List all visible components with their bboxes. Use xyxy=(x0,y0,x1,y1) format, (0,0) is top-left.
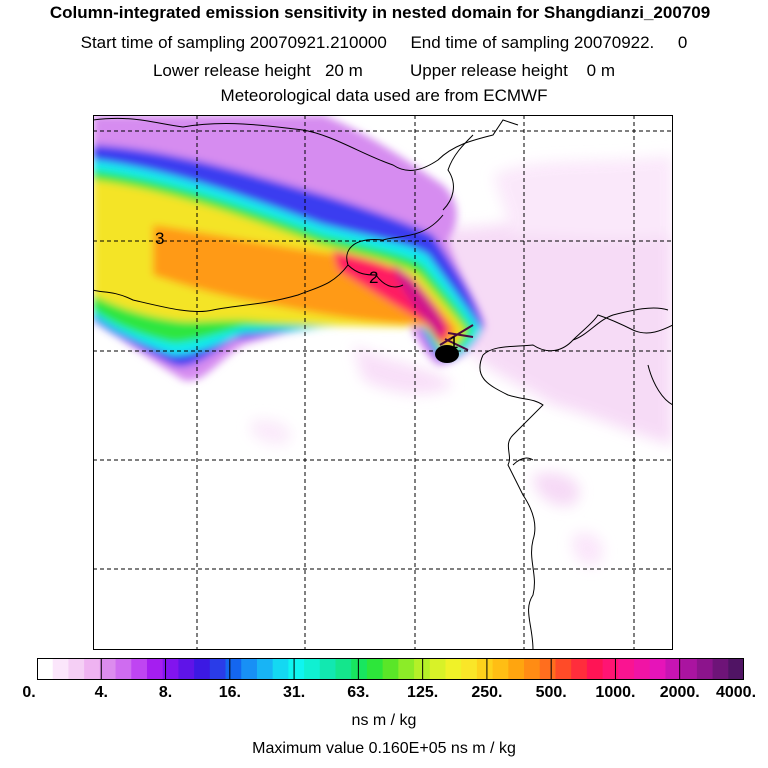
colorbar-cell xyxy=(492,658,509,680)
chart-title: Column-integrated emission sensitivity i… xyxy=(49,3,711,22)
colorbar-cell xyxy=(351,658,368,680)
colorbar-cell xyxy=(52,658,70,680)
coastlines xyxy=(93,117,673,650)
colorbar-cell xyxy=(115,658,132,680)
maximum-value: Maximum value 0.160E+05 ns m / kg xyxy=(252,740,516,757)
colorbar-cell xyxy=(37,658,54,680)
colorbar-cell xyxy=(288,658,305,680)
colorbar-cell xyxy=(634,658,651,680)
day-label-2: 2 xyxy=(369,268,378,287)
colorbar-tick-label: 125. xyxy=(407,684,439,701)
sampling-times: Start time of sampling 20070921.210000 E… xyxy=(80,33,688,52)
colorbar-cell xyxy=(539,658,557,680)
colorbar-cell xyxy=(304,658,321,680)
colorbar-tick-label: 4000. xyxy=(715,684,757,701)
colorbar-major-dividers xyxy=(100,658,681,680)
colorbar-tick-label: 16. xyxy=(218,684,241,701)
colorbar-cell xyxy=(524,658,541,680)
colorbar-cell xyxy=(555,658,572,680)
colorbar-cell xyxy=(571,658,588,680)
low-sensitivity-haze xyxy=(250,155,673,566)
colorbar-tick-label: 4. xyxy=(94,684,108,701)
colorbar-cell xyxy=(178,658,195,680)
colorbar-tick-label: 2000. xyxy=(659,684,700,701)
colorbar-cell xyxy=(225,658,242,680)
colorbar xyxy=(37,658,744,680)
colorbar-tick-label: 63. xyxy=(347,684,370,701)
colorbar-cell xyxy=(84,658,101,680)
colorbar-cell xyxy=(618,658,635,680)
colorbar-cell xyxy=(429,658,447,680)
colorbar-tick-label: 31. xyxy=(282,684,306,701)
colorbar-cell xyxy=(272,658,289,680)
colorbar-cell xyxy=(398,658,415,680)
colorbar-cell xyxy=(602,658,619,680)
emission-sensitivity-map: 3 2 1 xyxy=(93,115,673,650)
colorbar-cell xyxy=(162,658,179,680)
colorbar-unit: ns m / kg xyxy=(351,712,417,729)
colorbar-cell xyxy=(366,658,384,680)
colorbar-tick-label: 500. xyxy=(535,684,567,701)
colorbar-tick-label: 0. xyxy=(22,684,36,701)
colorbar-frame xyxy=(37,658,744,680)
colorbar-cell xyxy=(508,658,525,680)
colorbar-cell xyxy=(681,658,698,680)
colorbar-cell xyxy=(586,658,604,680)
colorbar-cell xyxy=(194,658,211,680)
colorbar-cell xyxy=(649,658,667,680)
day-label-1: 1 xyxy=(449,333,458,352)
colorbar-cell xyxy=(476,658,494,680)
colorbar-tick-label: 8. xyxy=(158,684,173,701)
lat-lon-grid xyxy=(93,115,673,650)
colorbar-cell xyxy=(256,658,274,680)
colorbar-tick-label: 1000. xyxy=(595,684,636,701)
day-label-3: 3 xyxy=(155,229,164,248)
colorbar-cell xyxy=(319,658,337,680)
colorbar-cell xyxy=(99,658,117,680)
colorbar-tick-label: 250. xyxy=(471,684,503,701)
colorbar-cell xyxy=(665,658,682,680)
colorbar-cell xyxy=(445,658,462,680)
colorbar-cell xyxy=(146,658,164,680)
colorbar-cell xyxy=(461,658,478,680)
colorbar-cells xyxy=(37,658,744,680)
colorbar-cell xyxy=(696,658,714,680)
colorbar-cell xyxy=(728,658,744,680)
colorbar-cell xyxy=(68,658,85,680)
colorbar-cell xyxy=(712,658,729,680)
colorbar-cell xyxy=(131,658,148,680)
release-heights: Lower release height 20 m Upper release … xyxy=(152,61,616,80)
colorbar-cell xyxy=(335,658,352,680)
colorbar-cell xyxy=(382,658,399,680)
colorbar-cell xyxy=(209,658,227,680)
met-data-source: Meteorological data used are from ECMWF xyxy=(220,86,548,105)
colorbar-cell xyxy=(241,658,258,680)
release-point-marker xyxy=(435,324,474,363)
